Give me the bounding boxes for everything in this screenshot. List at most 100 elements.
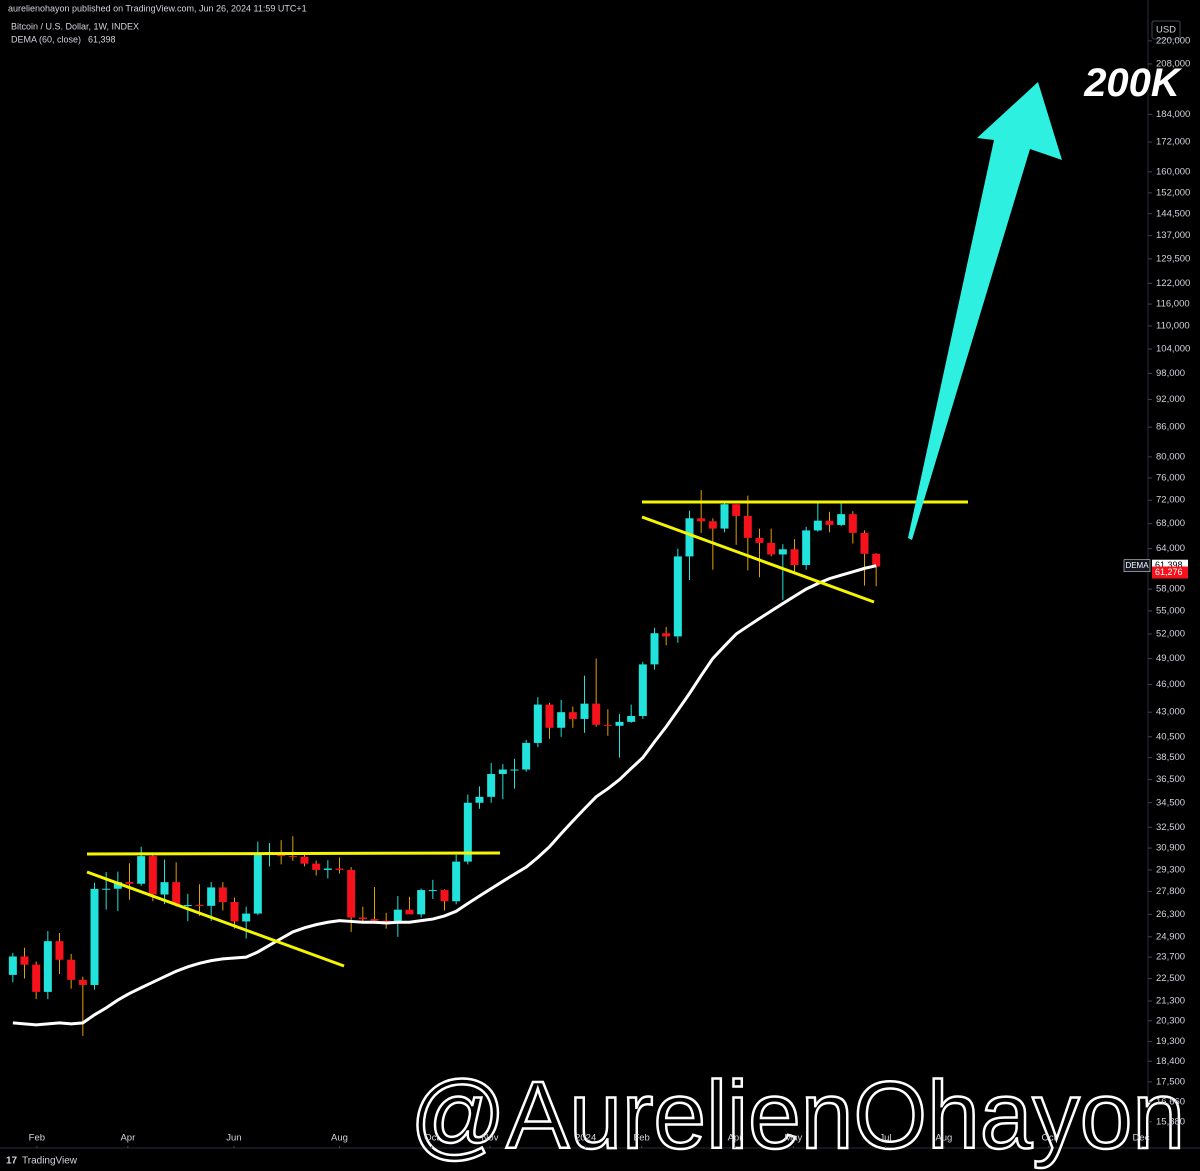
y-tick-label: 29,300 (1156, 864, 1185, 875)
candle-body (160, 882, 169, 895)
y-tick-label: 22,500 (1156, 973, 1185, 984)
candle-body (393, 909, 402, 923)
y-tick-label: 208,000 (1156, 58, 1190, 69)
watermark: @AurelienOhayon (410, 1062, 1185, 1169)
candle-body (837, 514, 846, 525)
y-tick-label: 92,000 (1156, 394, 1185, 405)
y-tick-label: 36,500 (1156, 774, 1185, 785)
candle-body (148, 856, 157, 895)
y-tick-label: 122,000 (1156, 278, 1190, 289)
y-tick-label: 184,000 (1156, 109, 1190, 120)
publisher: aurelienohayon published on TradingView.… (8, 3, 307, 13)
y-tick-label: 30,900 (1156, 843, 1185, 854)
candle-body (183, 905, 192, 907)
y-tick-label: 16,660 (1156, 1097, 1185, 1108)
candle-body (370, 919, 379, 921)
candle-body (218, 887, 227, 903)
arrow (908, 82, 1062, 540)
y-tick-label: 104,000 (1156, 344, 1190, 355)
y-tick-label: 220,000 (1156, 35, 1190, 46)
price-value: 61,276 (1155, 567, 1183, 577)
y-tick-label: 26,300 (1156, 909, 1185, 920)
x-tick-label: Jun (226, 1133, 241, 1144)
x-tick-label: Apr (120, 1133, 135, 1144)
y-tick-label: 46,000 (1156, 679, 1185, 690)
candle-body (323, 868, 332, 870)
indicator-value: 61,398 (88, 34, 116, 44)
candle-body (300, 856, 309, 864)
y-tick-label: 98,000 (1156, 368, 1185, 379)
y-tick-label: 110,000 (1156, 320, 1190, 331)
x-tick-label: Oct (424, 1133, 439, 1144)
currency: USD (1156, 25, 1176, 36)
candle-body (335, 868, 344, 870)
candle-body (405, 909, 414, 915)
candle-body (872, 553, 881, 567)
candle-body (708, 521, 717, 529)
candle-body (825, 520, 834, 525)
y-tick-label: 160,000 (1156, 166, 1190, 177)
y-tick-label: 43,000 (1156, 707, 1185, 718)
candle-body (358, 917, 367, 920)
drawings (86, 82, 1062, 968)
candle-body (767, 542, 776, 555)
candle-body (673, 556, 682, 637)
y-tick-label: 40,500 (1156, 731, 1185, 742)
indicator-tag (1123, 559, 1151, 572)
candle-body (557, 712, 566, 728)
candle-body (685, 518, 694, 557)
x-tick-label: Aug (935, 1133, 952, 1144)
y-tick-label: 144,500 (1156, 208, 1190, 219)
candle-body (802, 530, 811, 566)
y-tick-label: 19,300 (1156, 1036, 1185, 1047)
resistance-line (86, 851, 501, 856)
y-tick-label: 32,500 (1156, 822, 1185, 833)
x-tick-label: Nov (482, 1133, 499, 1144)
y-tick-label: 17,500 (1156, 1076, 1185, 1087)
x-tick-label: Oct (1041, 1133, 1056, 1144)
y-tick-label: 24,900 (1156, 931, 1185, 942)
y-tick-label: 55,000 (1156, 605, 1185, 616)
candle-body (67, 959, 76, 980)
x-tick-label: Jul (879, 1133, 891, 1144)
x-tick-label: 2024 (575, 1133, 596, 1144)
candle-body (732, 504, 741, 516)
y-tick-label: 23,700 (1156, 952, 1185, 963)
candle-body (790, 549, 799, 566)
y-tick-label: 20,300 (1156, 1015, 1185, 1026)
y-tick-label: 80,000 (1156, 451, 1185, 462)
y-tick-label: 18,400 (1156, 1056, 1185, 1067)
price-tag (1152, 566, 1188, 579)
candle-body (592, 703, 601, 725)
x-tick-label: Dec (1133, 1133, 1150, 1144)
y-tick-label: 38,500 (1156, 752, 1185, 763)
candle-body (55, 941, 64, 960)
y-tick-label: 76,000 (1156, 472, 1185, 483)
candle-body (90, 888, 99, 985)
candle-body (382, 920, 391, 923)
indicator: DEMA (60, close) (11, 34, 81, 44)
candle-body (417, 890, 426, 915)
candle-body (475, 796, 484, 803)
candle-body (778, 549, 787, 555)
y-tick-label: 15,880 (1156, 1116, 1185, 1127)
symbol: Bitcoin / U.S. Dollar, 1W, INDEX (11, 21, 139, 31)
y-tick-label: 21,300 (1156, 996, 1185, 1007)
y-tick-label: 49,000 (1156, 653, 1185, 664)
plot-area (8, 490, 881, 1036)
x-tick-label: Feb (633, 1133, 649, 1144)
x-tick-label: Apr (728, 1133, 743, 1144)
candle-body (242, 913, 251, 922)
dema-line (12, 564, 877, 1027)
candle-body (8, 956, 17, 975)
brand: TradingView (22, 1156, 78, 1167)
candle-body (743, 515, 752, 538)
candle-body (78, 979, 87, 985)
candle-body (860, 532, 869, 554)
candle-body (428, 890, 437, 892)
candle-body (580, 703, 589, 719)
indicator-value: 61,398 (1155, 560, 1183, 570)
candle-body (522, 742, 531, 770)
